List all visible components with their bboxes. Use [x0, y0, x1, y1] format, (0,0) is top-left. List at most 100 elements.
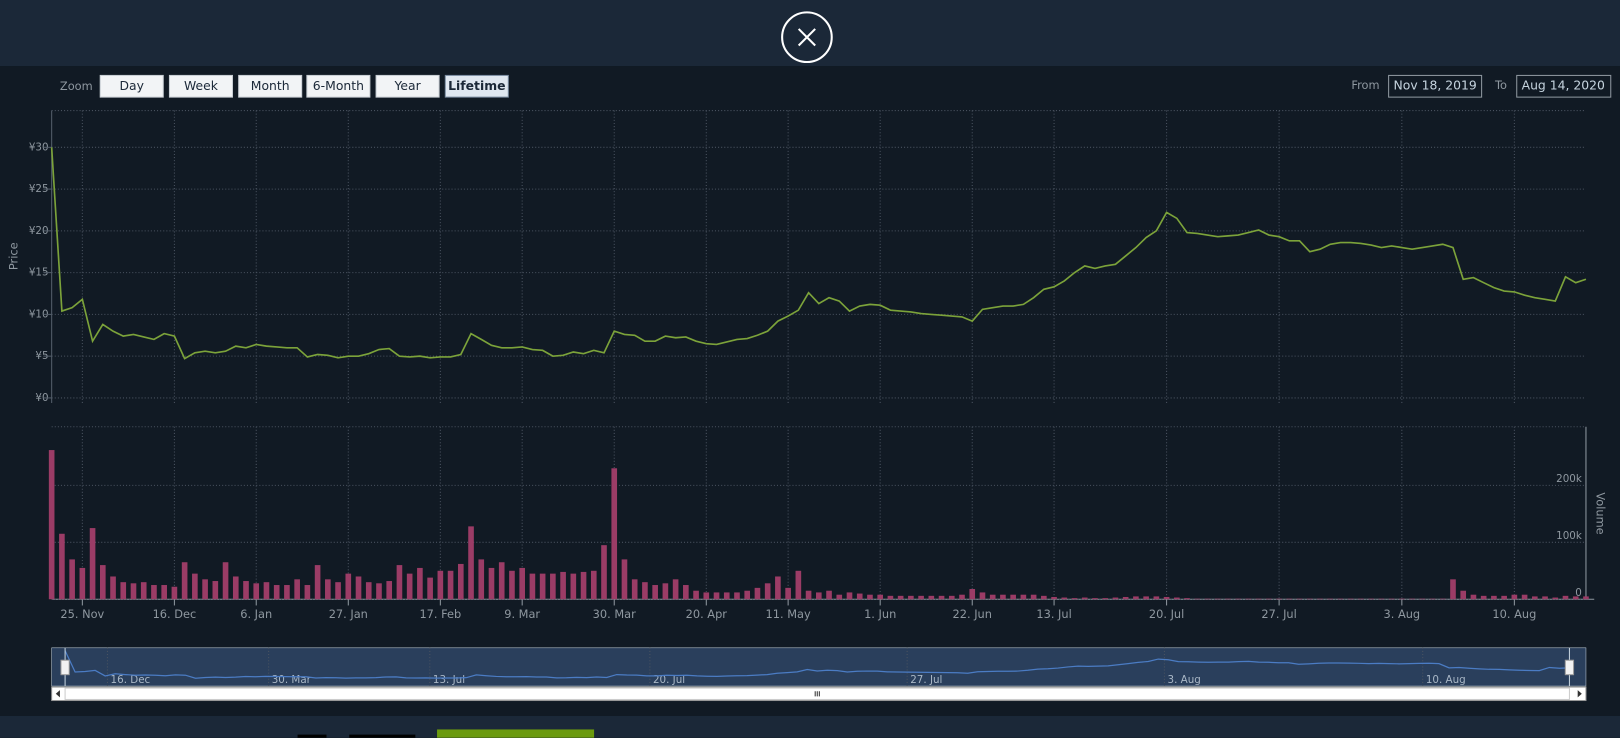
- volume-bar: [785, 587, 791, 600]
- volume-bar: [151, 585, 157, 600]
- y2-tick-label: 200k: [1556, 473, 1582, 485]
- volume-bar: [519, 567, 525, 600]
- volume-bar: [1542, 596, 1548, 600]
- volume-bar: [631, 579, 638, 600]
- volume-bar: [1368, 598, 1374, 600]
- volume-bar: [478, 559, 485, 600]
- volume-bar: [744, 590, 751, 600]
- volume-bar: [570, 573, 577, 600]
- volume-bar: [417, 567, 423, 600]
- x-tick-label: 27. Jul: [1261, 607, 1296, 621]
- x-tick-label: 9. Mar: [504, 607, 540, 621]
- x-tick-label: 17. Feb: [419, 607, 461, 621]
- volume-bar: [989, 594, 996, 600]
- footer-bar: [0, 716, 1620, 738]
- zoom-button-label[interactable]: 6-Month: [313, 78, 364, 93]
- volume-bar: [335, 582, 341, 600]
- zoom-button[interactable]: [375, 74, 440, 98]
- volume-bar: [294, 579, 300, 600]
- volume-bar: [560, 571, 566, 600]
- to-box[interactable]: [1516, 74, 1612, 98]
- footer-button[interactable]: [437, 729, 595, 738]
- volume-bar: [171, 586, 178, 600]
- zoom-button-label[interactable]: Month: [251, 78, 290, 93]
- volume-bar: [59, 533, 65, 600]
- volume-bar: [468, 526, 474, 600]
- x-tick-label: 22. Jun: [953, 607, 992, 621]
- volume-bar: [948, 595, 955, 600]
- volume-bar: [1532, 596, 1538, 600]
- navigator-line: [64, 650, 1570, 679]
- zoom-button-label[interactable]: Lifetime: [448, 78, 505, 93]
- zoom-button-label[interactable]: Year: [393, 78, 421, 93]
- volume-bar: [1439, 598, 1446, 600]
- zoom-button-label[interactable]: Day: [120, 78, 144, 93]
- navigator-handle[interactable]: [60, 659, 70, 676]
- footer-button[interactable]: [349, 734, 416, 738]
- x-tick-label: 10. Aug: [1492, 607, 1536, 621]
- volume-bar: [1450, 579, 1456, 600]
- x-tick-label: 6. Jan: [240, 607, 272, 621]
- volume-bar: [1337, 598, 1344, 600]
- volume-bar: [457, 563, 464, 600]
- volume-bar: [386, 581, 393, 600]
- y-tick-label: ¥0: [35, 392, 48, 404]
- volume-bar: [304, 585, 311, 600]
- volume-bar: [1429, 598, 1436, 600]
- footer-button[interactable]: [297, 734, 327, 738]
- volume-bar: [202, 579, 208, 600]
- x-tick-label: 27. Jan: [329, 607, 368, 621]
- volume-bar: [1562, 595, 1569, 600]
- volume-bar: [1266, 598, 1272, 600]
- volume-bar: [161, 585, 167, 600]
- to-date[interactable]: Aug 14, 2020: [1522, 77, 1605, 92]
- close-button[interactable]: [781, 11, 833, 64]
- navigator-handle[interactable]: [1564, 659, 1575, 676]
- zoom-button[interactable]: [306, 74, 371, 98]
- from-box[interactable]: [1388, 74, 1483, 98]
- close-icon[interactable]: [797, 28, 816, 47]
- zoom-button[interactable]: [99, 74, 164, 98]
- volume-bar: [1010, 594, 1016, 600]
- volume-bar: [1041, 595, 1047, 600]
- volume-bar: [1521, 594, 1528, 600]
- zoom-button[interactable]: [444, 74, 509, 98]
- scrollbar-arrow-left[interactable]: [55, 690, 60, 698]
- scrollbar-arrow-right[interactable]: [1577, 690, 1582, 698]
- from-date[interactable]: Nov 18, 2019: [1394, 77, 1477, 92]
- volume-bar: [1255, 598, 1262, 600]
- volume-bar: [928, 595, 935, 600]
- zoom-button[interactable]: [238, 74, 303, 98]
- x-tick-label: 3. Aug: [1384, 607, 1421, 621]
- close-circle[interactable]: [781, 11, 833, 64]
- scrollbar-grip: [814, 691, 820, 697]
- volume-bar: [683, 585, 689, 600]
- volume-bar: [1153, 596, 1160, 600]
- volume-bar: [355, 576, 362, 600]
- y-axis-label: Price: [6, 242, 20, 270]
- navigator-label: 13. Jul: [433, 674, 465, 686]
- y-tick-label: ¥20: [29, 225, 49, 237]
- volume-bar: [1225, 598, 1231, 600]
- volume-bar: [314, 565, 321, 600]
- volume-bar: [1214, 598, 1221, 600]
- volume-bar: [48, 450, 55, 600]
- volume-bar: [938, 595, 945, 600]
- volume-bar: [897, 595, 904, 600]
- volume-bar: [1286, 598, 1293, 600]
- volume-bar: [1245, 598, 1252, 600]
- navigator-label: 3. Aug: [1168, 674, 1201, 686]
- volume-bar: [846, 592, 853, 600]
- zoom-button-label[interactable]: Week: [184, 78, 219, 93]
- volume-bar: [590, 570, 597, 600]
- volume-bar: [1081, 597, 1088, 600]
- volume-bar: [775, 576, 781, 600]
- y-tick-label: ¥10: [29, 308, 49, 320]
- y-tick-label: ¥5: [35, 350, 48, 362]
- volume-bar: [212, 581, 219, 600]
- volume-bar: [1204, 598, 1211, 600]
- volume-bar: [1092, 598, 1098, 600]
- zoom-button[interactable]: [168, 74, 233, 98]
- chart-panel: [0, 66, 1620, 717]
